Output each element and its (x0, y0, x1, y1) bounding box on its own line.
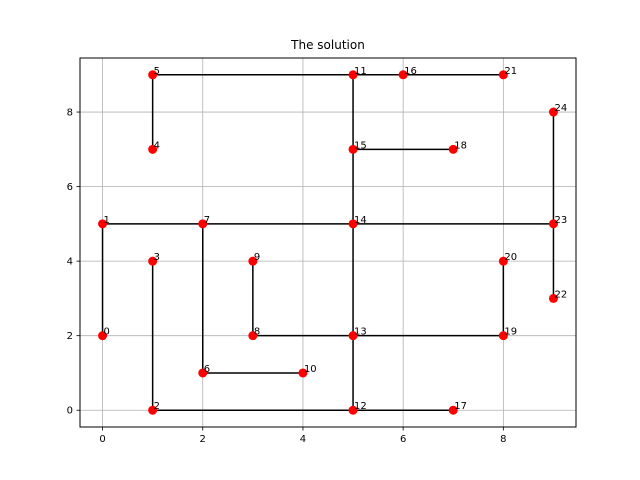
point-6 (198, 368, 208, 378)
point-label-20: 20 (504, 252, 517, 263)
point-label-24: 24 (554, 103, 567, 114)
point-18 (448, 144, 458, 154)
point-5 (148, 70, 158, 80)
point-label-4: 4 (154, 140, 160, 151)
axis-ticks: 0 2 4 6 8 0 2 4 6 8 (67, 108, 507, 445)
point-0 (98, 331, 108, 341)
point-21 (498, 70, 508, 80)
point-19 (498, 331, 508, 341)
point-11 (348, 70, 358, 80)
point-label-17: 17 (454, 401, 467, 412)
y-tick-label: 4 (67, 257, 73, 268)
point-label-2: 2 (154, 401, 160, 412)
point-label-11: 11 (354, 66, 367, 77)
point-3 (148, 256, 158, 266)
x-tick-label: 8 (500, 434, 506, 445)
point-17 (448, 405, 458, 415)
point-label-19: 19 (504, 327, 517, 338)
point-14 (348, 219, 358, 229)
point-label-12: 12 (354, 401, 367, 412)
point-20 (498, 256, 508, 266)
y-tick-label: 8 (67, 108, 73, 119)
point-23 (548, 219, 558, 229)
point-9 (248, 256, 258, 266)
point-24 (548, 107, 558, 117)
point-label-5: 5 (154, 66, 160, 77)
point-7 (198, 219, 208, 229)
point-22 (548, 293, 558, 303)
point-label-9: 9 (254, 252, 260, 263)
point-label-8: 8 (254, 327, 260, 338)
point-15 (348, 144, 358, 154)
solution-points (98, 70, 558, 415)
point-label-6: 6 (204, 364, 210, 375)
x-tick-label: 6 (400, 434, 406, 445)
point-2 (148, 405, 158, 415)
x-tick-label: 0 (99, 434, 105, 445)
y-tick-label: 6 (67, 182, 73, 193)
point-13 (348, 331, 358, 341)
x-tick-label: 2 (200, 434, 206, 445)
point-4 (148, 144, 158, 154)
y-tick-label: 0 (67, 406, 73, 417)
point-10 (298, 368, 308, 378)
chart-title: The solution (290, 38, 365, 52)
point-16 (398, 70, 408, 80)
point-label-16: 16 (404, 66, 417, 77)
point-label-15: 15 (354, 140, 367, 151)
x-tick-label: 4 (300, 434, 306, 445)
solution-edges (101, 74, 555, 411)
point-label-0: 0 (104, 327, 110, 338)
point-label-23: 23 (554, 215, 567, 226)
plot-area-frame (79, 57, 577, 428)
point-label-1: 1 (104, 215, 110, 226)
point-8 (248, 331, 258, 341)
point-label-21: 21 (504, 66, 517, 77)
point-label-7: 7 (204, 215, 210, 226)
point-label-14: 14 (354, 215, 367, 226)
point-label-13: 13 (354, 327, 367, 338)
point-1 (98, 219, 108, 229)
point-label-22: 22 (554, 289, 567, 300)
point-label-3: 3 (154, 252, 160, 263)
point-label-10: 10 (304, 364, 317, 375)
point-12 (348, 405, 358, 415)
point-label-18: 18 (454, 140, 467, 151)
y-tick-label: 2 (67, 331, 73, 342)
